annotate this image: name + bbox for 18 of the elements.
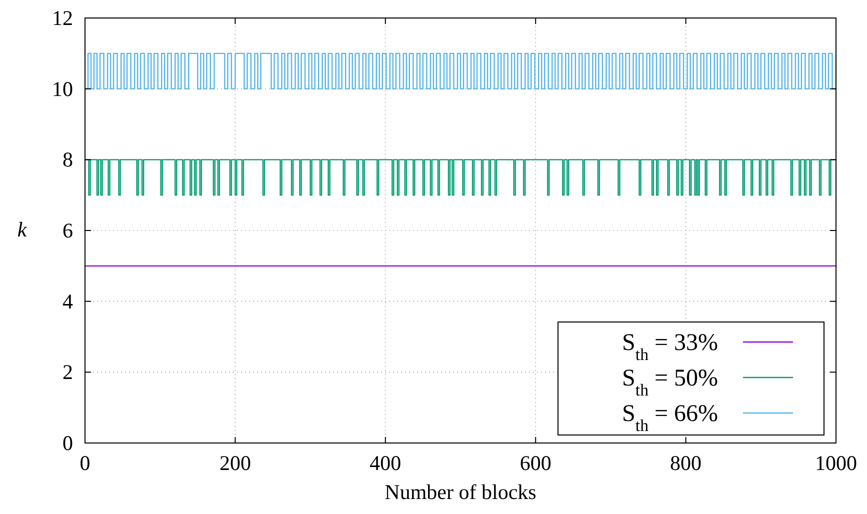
y-tick-label: 8 (62, 148, 73, 172)
x-tick-label: 0 (80, 451, 90, 475)
x-tick-label: 800 (670, 451, 702, 475)
y-tick-label: 2 (62, 360, 73, 384)
x-tick-label: 400 (370, 451, 402, 475)
legend-label: S$_{th}$ = 33% (622, 330, 718, 364)
x-tick-label: 1000 (815, 451, 857, 475)
y-tick-label: 12 (52, 6, 73, 30)
y-tick-label: 0 (62, 431, 73, 455)
y-tick-label: 10 (52, 76, 73, 101)
legend-label: S$_{th}$ = 50% (622, 366, 718, 399)
y-axis-title: k (17, 218, 28, 242)
y-tick-label: 6 (62, 218, 73, 242)
x-tick-label: 200 (219, 451, 251, 475)
legend-label: S$_{th}$ = 66% (622, 401, 718, 434)
x-tick-label: 600 (520, 451, 552, 475)
x-axis-title: Number of blocks (384, 480, 536, 504)
y-tick-label: 4 (62, 289, 74, 314)
